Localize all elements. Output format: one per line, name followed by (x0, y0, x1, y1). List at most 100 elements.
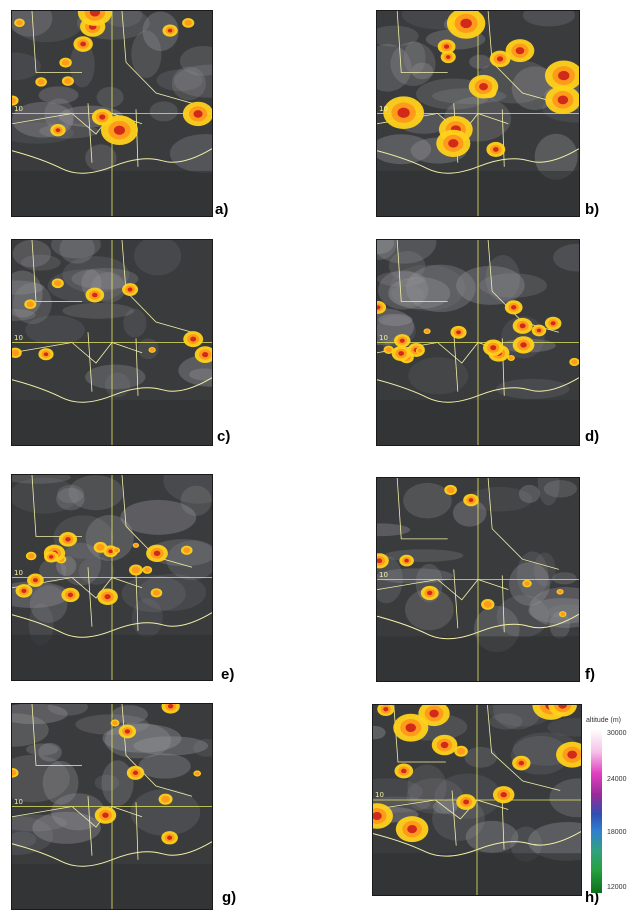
convective-cell-core (479, 82, 488, 91)
convective-cell-core (383, 707, 389, 712)
convective-cell-core (515, 47, 525, 55)
satellite-panel-f: 10 (376, 477, 580, 682)
convective-cell-core (399, 338, 405, 343)
convective-cell-core (190, 336, 197, 342)
convective-cell-mid (12, 349, 20, 357)
border-line (12, 577, 143, 599)
cloud-haze (390, 41, 436, 87)
panel-label-b: b) (585, 201, 600, 218)
cloud-haze (493, 705, 542, 730)
convective-cell-core (468, 498, 474, 503)
cloud-haze (495, 378, 570, 399)
cloud-haze (101, 760, 134, 806)
convective-cell-core (401, 768, 407, 774)
convective-cell-mid (112, 720, 118, 726)
cloud-haze (403, 482, 452, 519)
cloud-haze (134, 240, 182, 276)
altitude-legend: altitude (m) 30000 24000 18000 12000 (586, 717, 636, 907)
convective-cell-core (567, 750, 578, 759)
border-line (135, 338, 139, 396)
satellite-panel-g: 10 (11, 703, 213, 910)
cloud-haze (373, 725, 386, 740)
cloud-haze (518, 484, 540, 503)
convective-cell-core (550, 321, 556, 326)
cloud-haze (405, 588, 454, 631)
cloud-haze (102, 723, 182, 753)
convective-cell-core (167, 704, 174, 709)
border-line (501, 109, 505, 167)
convective-cell-core (49, 555, 54, 559)
convective-cell-core (496, 56, 504, 62)
cloud-haze (138, 573, 207, 611)
border-line (396, 478, 448, 540)
border-line (135, 109, 139, 167)
cloud-haze (12, 240, 52, 268)
satellite-panel-e: 10 (11, 474, 213, 681)
convective-cell-mid (194, 771, 200, 776)
convective-cell-core (124, 729, 130, 734)
convective-cell-mid (37, 78, 45, 85)
cloud-haze (389, 285, 425, 306)
convective-cell-core (407, 825, 417, 834)
convective-cell-core (445, 55, 451, 59)
cloud-haze (522, 11, 576, 27)
cloud-haze (12, 280, 45, 295)
convective-cell-mid (183, 547, 191, 554)
convective-cell-core (43, 352, 49, 357)
border-line (377, 579, 509, 601)
border-line (373, 799, 509, 820)
convective-cell-mid (417, 348, 423, 353)
convective-cell-core (536, 328, 542, 333)
convective-cell-core (202, 352, 209, 358)
convective-cell-core (519, 323, 526, 329)
convective-cell-core (558, 70, 570, 81)
cloud-haze (465, 820, 519, 853)
satellite-image-a (12, 11, 212, 216)
convective-cell-core (92, 292, 98, 298)
convective-cell-core (429, 709, 439, 718)
panel-label-c: c) (217, 428, 231, 445)
cloud-haze (411, 62, 434, 80)
convective-cell-core (32, 578, 38, 583)
cloud-haze (377, 43, 412, 92)
cloud-haze (12, 814, 68, 832)
convective-cell-mid (456, 747, 466, 755)
cloud-haze (166, 540, 212, 580)
satellite-image-g (12, 704, 212, 909)
cloud-haze (38, 742, 62, 762)
convective-cell-core (397, 107, 410, 118)
convective-cell-core (373, 812, 382, 820)
cloud-haze (378, 270, 429, 310)
convective-cell-core (21, 588, 27, 593)
convective-cell-core (108, 549, 113, 554)
border-line (12, 806, 143, 828)
border-line (121, 11, 193, 104)
cloud-haze (120, 499, 197, 535)
border-line (487, 11, 559, 104)
cloud-haze (549, 778, 581, 818)
cloud-haze (29, 585, 68, 623)
convective-cell-core (463, 799, 470, 805)
convective-cell-mid (161, 795, 170, 803)
legend-tick-18000: 18000 (607, 829, 627, 836)
cloud-haze (479, 273, 548, 298)
legend-title: altitude (m) (586, 717, 622, 724)
legend-tick-24000: 24000 (607, 776, 627, 783)
convective-cell-mid (96, 543, 105, 551)
cloud-haze (137, 338, 159, 360)
cloud-haze (408, 357, 469, 395)
convective-cell-core (404, 558, 409, 563)
convective-cell-core (377, 558, 383, 564)
cloud-haze (467, 487, 533, 512)
latitude-label-g: 10 (14, 797, 23, 806)
border-line (31, 240, 82, 302)
satellite-panel-a: 10 (11, 10, 213, 217)
convective-cell-core (443, 44, 450, 49)
cloud-haze (552, 572, 577, 585)
convective-cell-mid (114, 548, 119, 553)
cloud-haze (403, 40, 426, 75)
cloud-haze (12, 831, 37, 848)
convective-cell-core (80, 41, 87, 47)
cloud-haze (533, 552, 556, 587)
convective-cell-core (558, 705, 567, 709)
